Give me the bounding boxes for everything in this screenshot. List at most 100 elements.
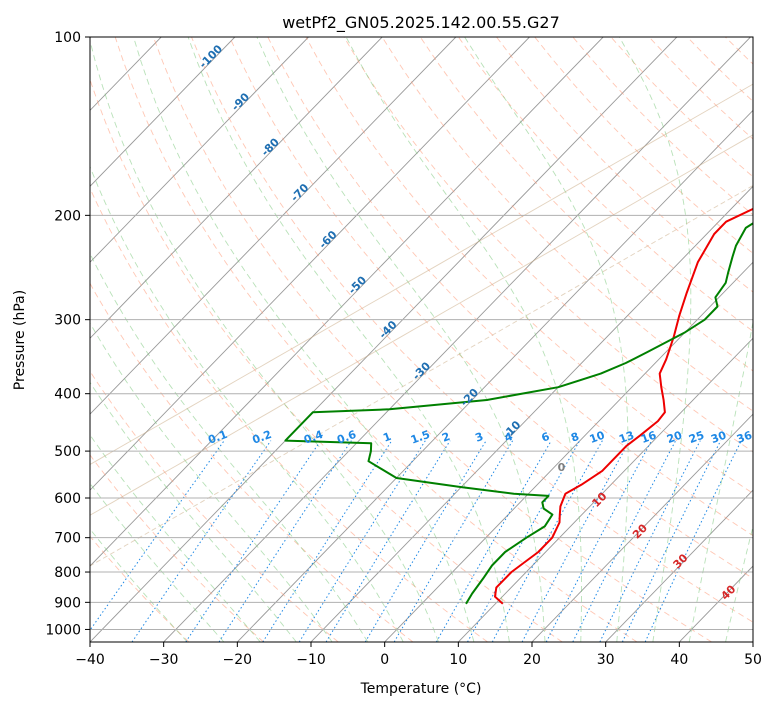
moist-adiabat-line (90, 322, 333, 642)
isotherm-line (90, 37, 457, 415)
mixing-ratio-label: 0.2 (251, 428, 274, 447)
isotherm-label: -60 (316, 228, 339, 251)
isotherm-line (752, 641, 753, 642)
moist-adiabat-line (90, 434, 261, 642)
y-tick-label: 700 (54, 531, 81, 547)
x-tick-label: −20 (223, 652, 253, 668)
y-tick-label: 200 (54, 208, 81, 224)
mixing-ratio-label: 4 (503, 430, 515, 445)
dry-adiabat-line (90, 454, 264, 642)
mixing-ratio-label: 20 (665, 428, 684, 446)
y-tick-label: 400 (54, 387, 81, 403)
moist-adiabat-line (90, 482, 225, 642)
dry-adiabat-line (90, 370, 339, 642)
dry-adiabat-line (90, 187, 488, 642)
moist-adiabat-line (464, 37, 629, 642)
isotherm-label: -20 (458, 386, 481, 409)
dry-adiabat-line (191, 37, 753, 623)
isotherm-label: -40 (376, 318, 399, 341)
mixing-ratio-label: 8 (569, 430, 581, 445)
temperature-line (494, 207, 753, 605)
chart-title: wetPf2_GN05.2025.142.00.55.G27 (282, 13, 560, 33)
y-tick-label: 500 (54, 444, 81, 460)
zero-label: 0 (558, 461, 566, 474)
y-tick-label: 100 (54, 30, 81, 46)
y-tick-label: 1000 (45, 622, 81, 638)
isotherm-line (90, 37, 604, 567)
isotherm-line (90, 37, 236, 187)
x-tick-label: 30 (597, 652, 615, 668)
mixing-ratio-line (393, 440, 514, 642)
x-axis: −40 −30 −20 −10 0 10 20 30 40 50 (75, 642, 762, 668)
mixing-ratio-line (185, 440, 322, 642)
mixing-ratio-line (262, 440, 393, 642)
y-axis-title: Pressure (hPa) (12, 290, 28, 390)
dry-adiabat-line (90, 282, 414, 642)
mixing-ratio-line (131, 440, 272, 642)
x-axis-title: Temperature (°C) (360, 681, 482, 697)
mixing-ratio-line (325, 440, 451, 642)
mixing-ratio-label: 1.5 (409, 428, 432, 447)
isotherm-line (458, 337, 753, 642)
isotherm-line (531, 413, 753, 642)
mixing-ratio-label: 30 (709, 428, 728, 446)
moist-adiabat-line (688, 319, 753, 642)
dry-adiabat-line (648, 37, 753, 140)
ice-curve-line (90, 134, 753, 516)
x-tick-label: 50 (744, 652, 762, 668)
dry-adiabat-line (686, 37, 753, 102)
moist-adiabat-line (90, 528, 188, 642)
mixing-ratio-label: 0.1 (206, 428, 229, 447)
dry-adiabat-line (343, 37, 753, 453)
dry-adiabat-line (534, 37, 753, 254)
adiabat-label: 20 (630, 521, 650, 541)
x-tick-label: −40 (75, 652, 105, 668)
adiabat-label: 10 (589, 490, 609, 510)
x-tick-label: 40 (670, 652, 688, 668)
plot-area: -100-90-80-70-60-50-40-30-20-100.1 0.2 0.4… (90, 37, 775, 642)
y-tick-label: 900 (54, 595, 81, 611)
mixing-ratio-line (218, 440, 352, 642)
dry-adiabat-line (90, 78, 563, 642)
moist-adiabat-line (90, 165, 404, 642)
isotherm-line (163, 37, 751, 642)
moist-adiabat-line (90, 381, 297, 642)
moist-adiabat-line (618, 37, 692, 642)
mixing-ratio-label: 36 (735, 428, 754, 446)
dry-adiabat-line (267, 37, 753, 537)
isotherm-label: -90 (229, 90, 252, 113)
x-tick-label: −10 (296, 652, 326, 668)
dry-adiabat-line (764, 37, 775, 642)
moist-adiabat-line (90, 252, 369, 642)
sounding-series (284, 207, 753, 605)
mixing-ratio-label: 3 (473, 430, 485, 445)
mixing-ratio-label: 13 (617, 429, 636, 446)
plot-frame (89, 36, 754, 643)
mixing-ratio-label: 0.4 (302, 428, 325, 447)
mixing-ratio-line (521, 440, 631, 642)
dry-adiabat-line (724, 37, 753, 65)
isotherm-line (90, 37, 530, 491)
isotherm-label: -80 (259, 135, 282, 158)
x-tick-label: 20 (523, 652, 541, 668)
dry-adiabat-line (496, 37, 753, 293)
mixing-ratio-label: 2 (440, 430, 452, 445)
mixing-ratio-label: 0.6 (335, 428, 358, 447)
isotherm-label: -70 (288, 181, 311, 204)
mixing-ratio-label: 6 (540, 430, 552, 445)
dry-adiabat-line (305, 37, 753, 494)
moist-adiabat-line (256, 37, 546, 642)
isotherm-label: -100 (197, 42, 226, 71)
dry-adiabat-line (572, 37, 753, 216)
y-axis: 100 200 300 400 500 600 700 800 900 1000 (45, 30, 90, 638)
pressure-gridlines (90, 37, 753, 630)
isotherm-line (90, 37, 383, 339)
mixing-ratio-label: 1 (381, 430, 393, 445)
isotherm-line (310, 185, 753, 642)
line-labels: -100-90-80-70-60-50-40-30-20-100.1 0.2 0.4… (197, 42, 754, 602)
mixing-ratio-label: 16 (639, 428, 658, 446)
y-tick-label: 600 (54, 491, 81, 507)
y-tick-label: 800 (54, 565, 81, 581)
mixing-ratio-line (644, 440, 742, 642)
